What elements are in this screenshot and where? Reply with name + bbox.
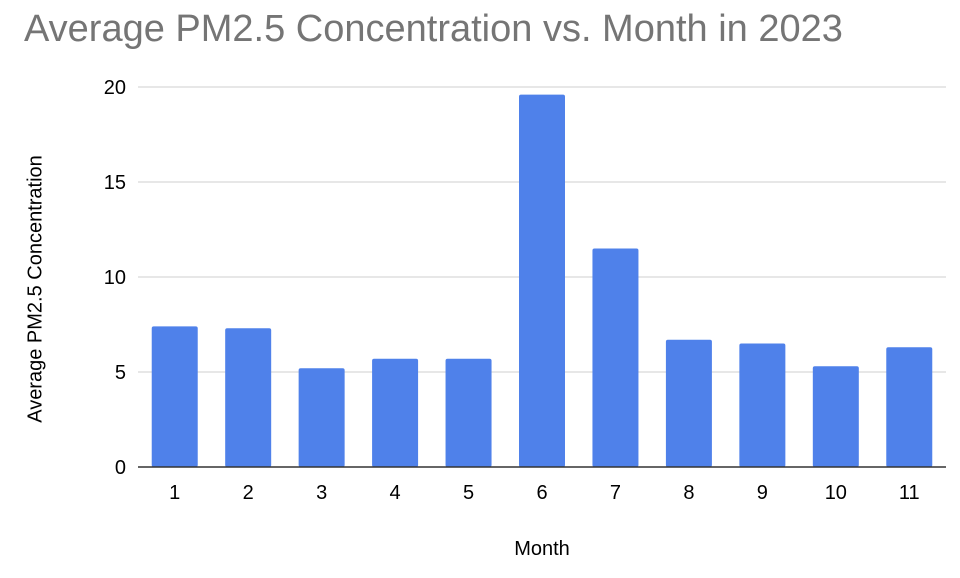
y-tick-label: 0 bbox=[115, 457, 126, 479]
bar bbox=[812, 366, 859, 467]
x-tick-label: 4 bbox=[390, 482, 401, 504]
bar bbox=[665, 339, 712, 467]
bar bbox=[151, 326, 198, 467]
x-tick-label: 9 bbox=[757, 482, 768, 504]
bar bbox=[592, 248, 639, 467]
bar bbox=[445, 358, 492, 467]
bar bbox=[225, 328, 272, 467]
bar bbox=[739, 343, 786, 467]
x-tick-label: 6 bbox=[536, 482, 547, 504]
y-tick-label: 10 bbox=[104, 267, 126, 289]
x-tick-label: 1 bbox=[169, 482, 180, 504]
x-tick-label: 11 bbox=[899, 482, 920, 504]
x-tick-label: 7 bbox=[610, 482, 621, 504]
y-axis-label: Average PM2.5 Concentration bbox=[24, 155, 47, 423]
x-tick-label: 10 bbox=[825, 482, 847, 504]
bar bbox=[372, 358, 419, 467]
y-tick-label: 5 bbox=[115, 362, 126, 384]
x-tick-label: 3 bbox=[316, 482, 327, 504]
x-tick-label: 2 bbox=[243, 482, 254, 504]
bar bbox=[519, 94, 565, 467]
bar bbox=[886, 347, 933, 467]
x-tick-label: 8 bbox=[683, 482, 694, 504]
x-tick-label: 5 bbox=[463, 482, 474, 504]
chart-title: Average PM2.5 Concentration vs. Month in… bbox=[24, 8, 843, 50]
x-axis-label: Month bbox=[514, 538, 570, 560]
y-tick-label: 20 bbox=[104, 77, 126, 99]
y-tick-label: 15 bbox=[104, 172, 126, 194]
bar bbox=[298, 368, 345, 467]
